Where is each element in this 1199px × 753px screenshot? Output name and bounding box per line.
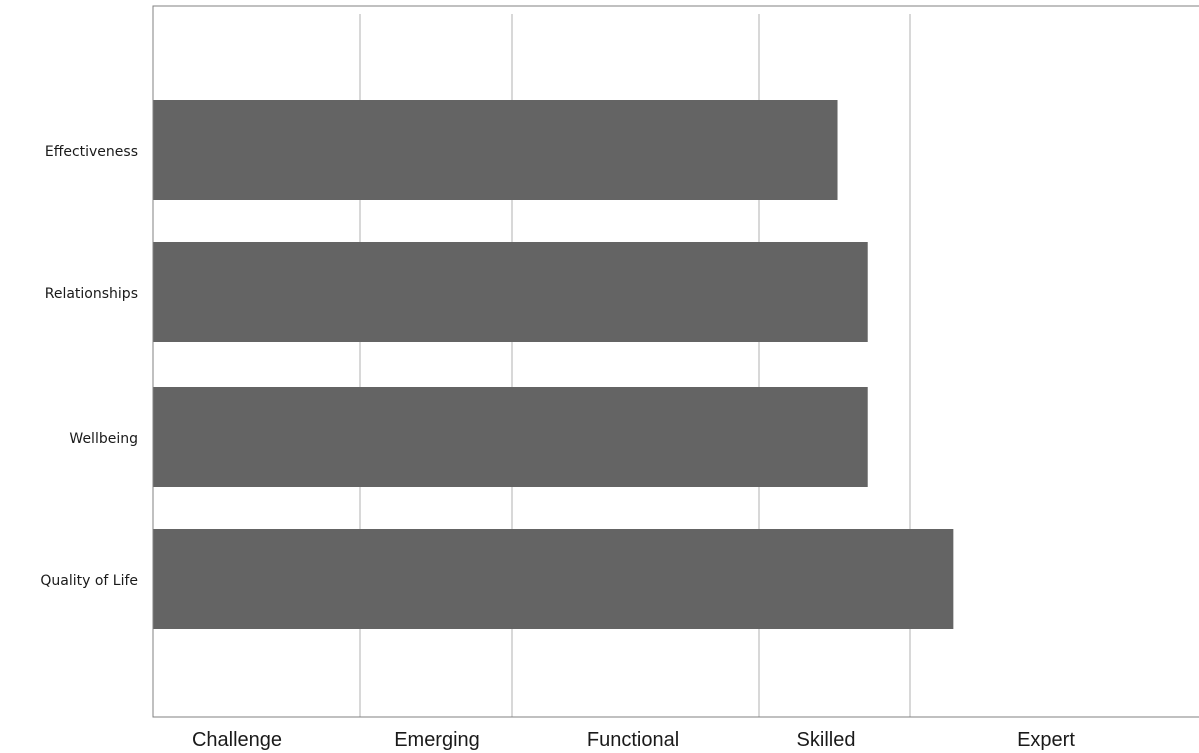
x-tick-label: Skilled [797,729,856,751]
x-tick-label: Challenge [192,729,282,751]
plot-frame [152,5,1199,718]
bar-relationships [153,242,868,342]
bar-effectiveness [153,100,838,200]
category-label: Relationships [45,286,138,302]
x-tick-label: Functional [587,729,679,751]
category-label: Effectiveness [45,144,138,160]
x-tick-labels: Challenge Emerging Functional Skilled Expert [192,729,1075,751]
x-tick-label: Emerging [394,729,480,751]
bar-wellbeing [153,387,868,487]
category-label: Wellbeing [69,431,138,447]
category-label: Quality of Life [40,573,138,589]
x-tick-label: Expert [1017,729,1075,751]
bar-quality-of-life [153,529,954,629]
bars [153,100,954,629]
category-labels: Effectiveness Relationships Wellbeing Quali… [40,144,138,589]
